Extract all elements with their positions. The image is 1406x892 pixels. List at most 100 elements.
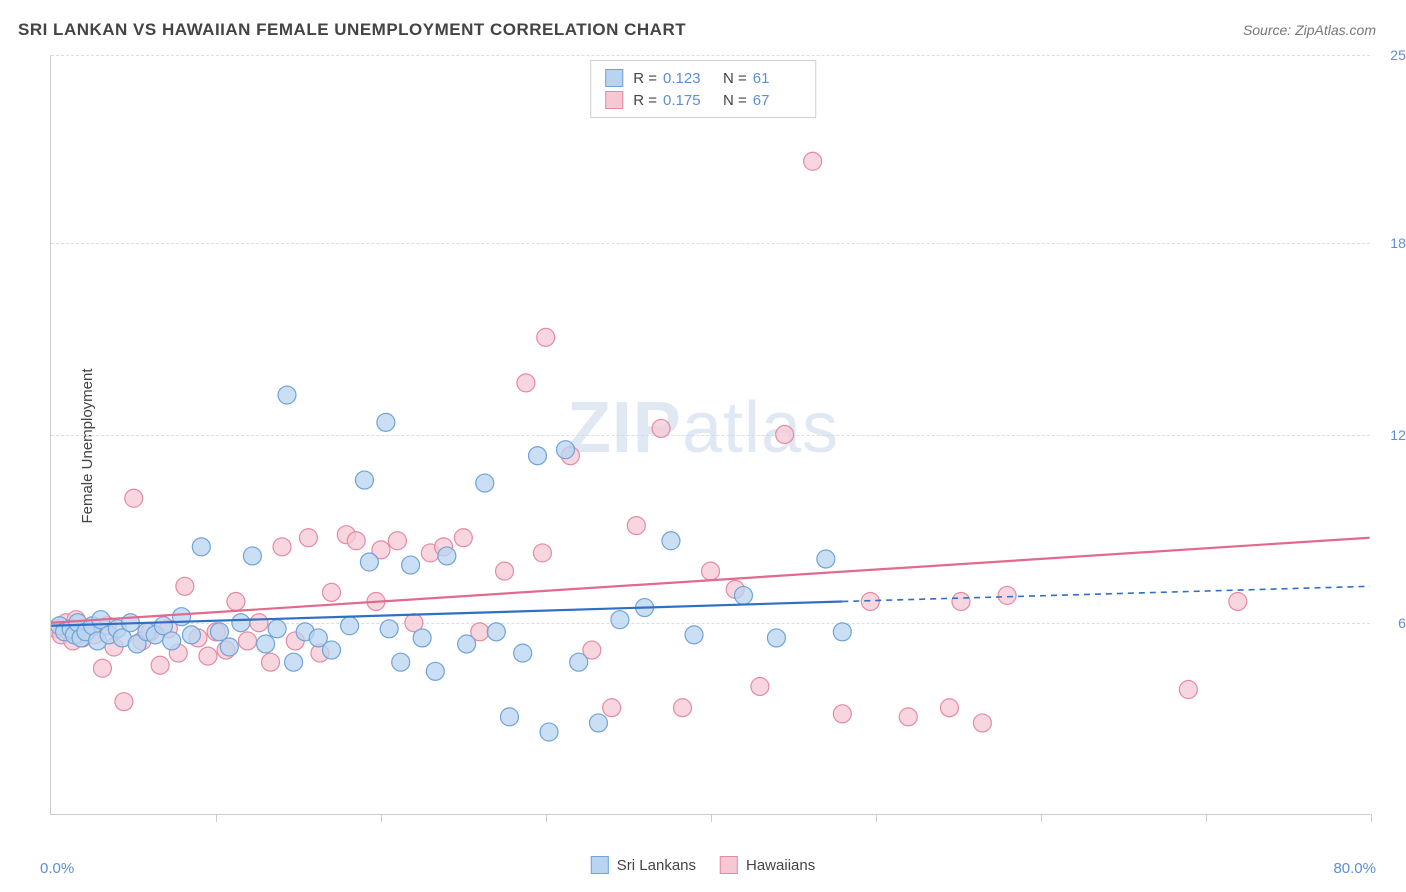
scatter-plot-svg — [51, 55, 1370, 814]
scatter-point — [662, 532, 680, 550]
legend-item-hawaiians: Hawaiians — [720, 856, 815, 874]
scatter-point — [285, 653, 303, 671]
scatter-point — [438, 547, 456, 565]
series-legend: Sri Lankans Hawaiians — [591, 856, 815, 874]
scatter-point — [517, 374, 535, 392]
scatter-point — [323, 641, 341, 659]
scatter-point — [589, 714, 607, 732]
scatter-point — [257, 635, 275, 653]
scatter-point — [540, 723, 558, 741]
x-min-label: 0.0% — [40, 860, 74, 877]
scatter-point — [151, 656, 169, 674]
stats-row-sri-lankans: R = 0.123 N = 61 — [605, 67, 801, 89]
scatter-point — [673, 699, 691, 717]
x-tick — [1206, 814, 1207, 822]
scatter-point — [220, 638, 238, 656]
r-value-hawaiians: 0.175 — [663, 92, 711, 109]
scatter-point — [973, 714, 991, 732]
scatter-point — [767, 629, 785, 647]
scatter-point — [458, 635, 476, 653]
scatter-point — [268, 620, 286, 638]
scatter-point — [199, 647, 217, 665]
r-label: R = — [633, 70, 657, 87]
scatter-point — [734, 586, 752, 604]
scatter-point — [355, 471, 373, 489]
scatter-point — [603, 699, 621, 717]
trend-line-extrapolated — [842, 586, 1369, 601]
scatter-point — [537, 328, 555, 346]
trend-line — [51, 601, 842, 625]
scatter-point — [528, 447, 546, 465]
swatch-sri-lankans — [605, 69, 623, 87]
scatter-point — [273, 538, 291, 556]
y-tick-label: 25.0% — [1390, 47, 1406, 63]
scatter-point — [125, 489, 143, 507]
n-label: N = — [723, 92, 747, 109]
scatter-point — [533, 544, 551, 562]
scatter-point — [557, 441, 575, 459]
swatch-hawaiians — [605, 91, 623, 109]
scatter-point — [940, 699, 958, 717]
y-tick-label: 18.8% — [1390, 235, 1406, 251]
x-tick — [711, 814, 712, 822]
scatter-point — [250, 614, 268, 632]
scatter-point — [998, 586, 1016, 604]
scatter-point — [182, 626, 200, 644]
n-value-hawaiians: 67 — [753, 92, 801, 109]
scatter-point — [243, 547, 261, 565]
swatch-sri-lankans — [591, 856, 609, 874]
scatter-point — [899, 708, 917, 726]
scatter-point — [388, 532, 406, 550]
scatter-point — [341, 617, 359, 635]
scatter-point — [299, 529, 317, 547]
y-tick-label: 6.3% — [1398, 615, 1406, 631]
x-tick — [546, 814, 547, 822]
scatter-point — [278, 386, 296, 404]
n-value-sri-lankans: 61 — [753, 70, 801, 87]
x-tick — [876, 814, 877, 822]
source-attribution: Source: ZipAtlas.com — [1243, 22, 1376, 38]
x-tick — [1041, 814, 1042, 822]
x-tick — [1371, 814, 1372, 822]
r-label: R = — [633, 92, 657, 109]
plot-area: 6.3%12.5%18.8%25.0% — [50, 55, 1370, 815]
scatter-point — [570, 653, 588, 671]
scatter-point — [1229, 592, 1247, 610]
scatter-point — [776, 426, 794, 444]
x-max-label: 80.0% — [1333, 860, 1376, 877]
scatter-point — [476, 474, 494, 492]
scatter-point — [702, 562, 720, 580]
legend-item-sri-lankans: Sri Lankans — [591, 856, 696, 874]
scatter-point — [262, 653, 280, 671]
scatter-point — [804, 152, 822, 170]
scatter-point — [413, 629, 431, 647]
scatter-point — [627, 517, 645, 535]
x-tick — [381, 814, 382, 822]
scatter-point — [652, 419, 670, 437]
scatter-point — [952, 592, 970, 610]
scatter-point — [227, 592, 245, 610]
scatter-point — [93, 659, 111, 677]
scatter-point — [426, 662, 444, 680]
x-tick — [216, 814, 217, 822]
scatter-point — [833, 623, 851, 641]
scatter-point — [392, 653, 410, 671]
legend-label-hawaiians: Hawaiians — [746, 857, 815, 874]
legend-label-sri-lankans: Sri Lankans — [617, 857, 696, 874]
scatter-point — [685, 626, 703, 644]
scatter-point — [751, 677, 769, 695]
swatch-hawaiians — [720, 856, 738, 874]
scatter-point — [232, 614, 250, 632]
scatter-point — [115, 693, 133, 711]
scatter-point — [514, 644, 532, 662]
scatter-point — [377, 413, 395, 431]
scatter-point — [323, 583, 341, 601]
chart-container: SRI LANKAN VS HAWAIIAN FEMALE UNEMPLOYME… — [0, 0, 1406, 892]
scatter-point — [500, 708, 518, 726]
scatter-point — [861, 592, 879, 610]
scatter-point — [833, 705, 851, 723]
scatter-point — [163, 632, 181, 650]
scatter-point — [238, 632, 256, 650]
r-value-sri-lankans: 0.123 — [663, 70, 711, 87]
scatter-point — [487, 623, 505, 641]
